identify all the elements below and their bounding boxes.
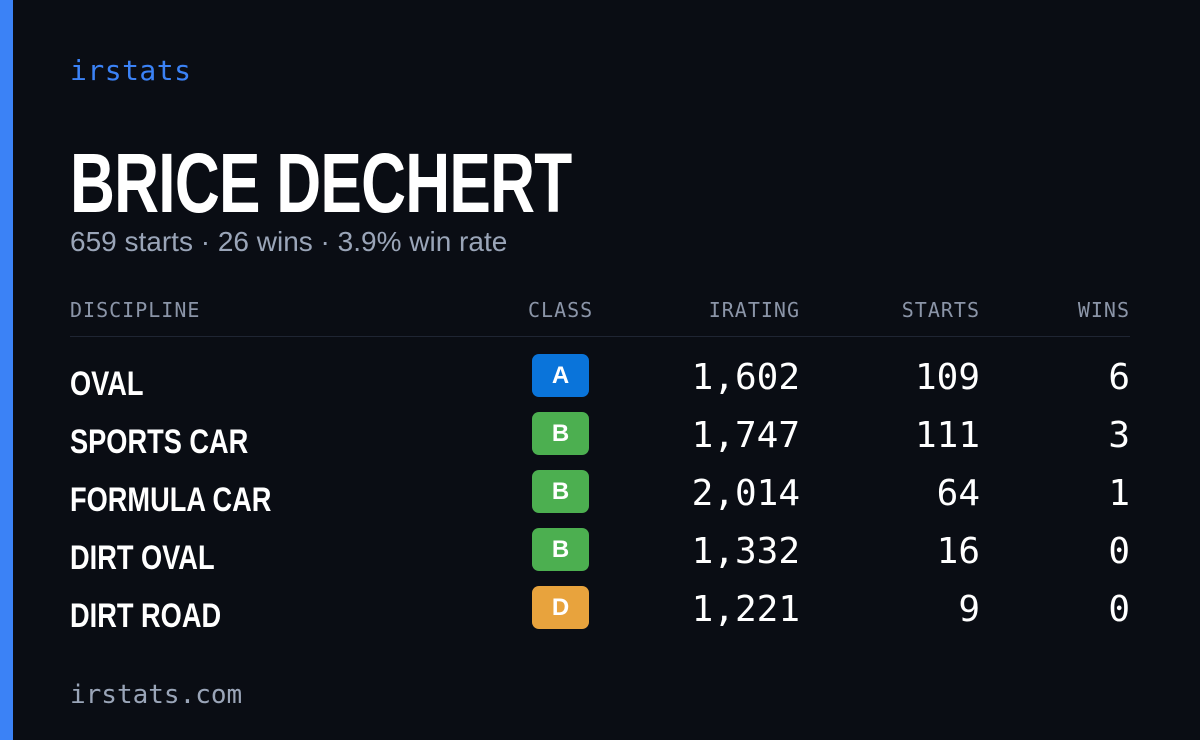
wins-value: 0 [1108,531,1130,572]
table-row: DIRT OVAL B 1,332 16 0 [70,528,1130,586]
table-row: SPORTS CAR B 1,747 111 3 [70,412,1130,470]
header-irating: IRATING [708,298,800,322]
irating-value: 2,014 [691,473,800,514]
discipline-table: OVAL A 1,602 109 6 SPORTS CAR B 1,747 11… [70,354,1130,644]
header-class: CLASS [528,298,594,322]
class-badge: B [532,528,589,571]
class-badge: D [532,586,589,629]
irating-value: 1,602 [691,357,800,398]
table-row: OVAL A 1,602 109 6 [70,354,1130,412]
driver-summary: 659 starts · 26 wins · 3.9% win rate [70,226,508,257]
irating-value: 1,221 [691,589,800,630]
wins-value: 0 [1108,589,1130,630]
irating-value: 1,332 [691,531,800,572]
starts-value: 111 [914,415,980,456]
header-discipline: DISCIPLINE [70,298,201,322]
starts-value: 16 [936,531,980,572]
discipline-name: DIRT ROAD [70,597,222,635]
table-row: DIRT ROAD D 1,221 9 0 [70,586,1130,644]
wins-value: 1 [1108,473,1130,514]
accent-bar [0,0,13,740]
discipline-name: FORMULA CAR [70,481,272,519]
irating-value: 1,747 [691,415,800,456]
wins-value: 3 [1108,415,1130,456]
driver-name: BRICE DECHERT [70,136,572,230]
header-starts: STARTS [901,298,980,322]
class-badge: B [532,412,589,455]
class-badge: A [532,354,589,397]
class-badge: B [532,470,589,513]
table-header: DISCIPLINE CLASS IRATING STARTS WINS [70,298,1130,337]
header-wins: WINS [1077,298,1130,322]
starts-value: 109 [914,357,980,398]
discipline-name: SPORTS CAR [70,423,249,461]
discipline-name: OVAL [70,365,144,403]
table-row: FORMULA CAR B 2,014 64 1 [70,470,1130,528]
wins-value: 6 [1108,357,1130,398]
starts-value: 9 [958,589,980,630]
starts-value: 64 [936,473,980,514]
footer-url[interactable]: irstats.com [70,680,243,710]
discipline-name: DIRT OVAL [70,539,215,577]
brand-logo: irstats [70,54,192,87]
